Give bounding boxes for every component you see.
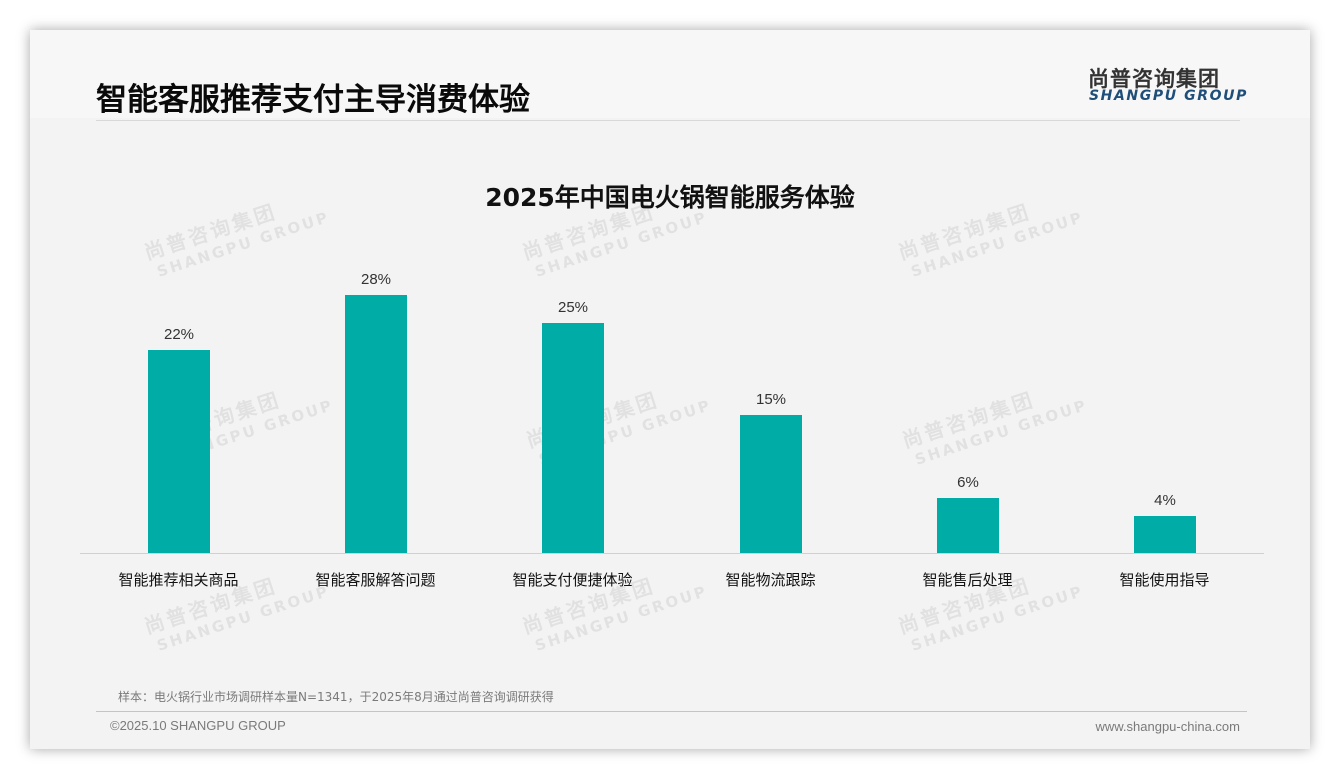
chart-title: 2025年中国电火锅智能服务体验	[485, 183, 855, 212]
header-band	[30, 30, 1310, 118]
bar	[937, 498, 999, 553]
category-label: 智能支付便捷体验	[512, 571, 633, 589]
copyright: ©2025.10 SHANGPU GROUP	[110, 718, 286, 733]
slide: 智能客服推荐支付主导消费体验 尚普咨询集团 SHANGPU GROUP 尚普咨询…	[30, 30, 1310, 749]
bar	[148, 350, 210, 553]
category-label: 智能使用指导	[1119, 571, 1210, 589]
bar-value-label: 25%	[557, 299, 589, 316]
bar-value-label: 6%	[957, 474, 979, 491]
bar-chart: 22% 28% 25% 15% 6% 4% 智能推荐相关商品 智能客服解答问题 …	[80, 260, 1264, 589]
website-link[interactable]: www.shangpu-china.com	[1095, 719, 1240, 734]
category-label: 智能推荐相关商品	[118, 571, 239, 589]
title-divider	[96, 120, 1240, 121]
x-axis-line	[80, 553, 1264, 554]
footer-divider	[96, 711, 1247, 712]
bar-value-label: 28%	[360, 271, 392, 288]
bar-value-label: 22%	[163, 326, 195, 343]
bar	[345, 295, 407, 553]
bar	[740, 415, 802, 553]
bar-value-label: 15%	[755, 391, 787, 408]
logo-chinese: 尚普咨询集团	[1088, 67, 1220, 91]
category-label: 智能物流跟踪	[725, 571, 816, 589]
category-label: 智能售后处理	[922, 571, 1013, 589]
bar-value-label: 4%	[1154, 492, 1176, 509]
category-label: 智能客服解答问题	[315, 571, 436, 589]
sample-note: 样本：电火锅行业市场调研样本量N=1341，于2025年8月通过尚普咨询调研获得	[118, 690, 554, 704]
page-title: 智能客服推荐支付主导消费体验	[96, 82, 530, 118]
logo-english: SHANGPU GROUP	[1089, 88, 1248, 104]
bar	[1134, 516, 1196, 553]
bar	[542, 323, 604, 553]
